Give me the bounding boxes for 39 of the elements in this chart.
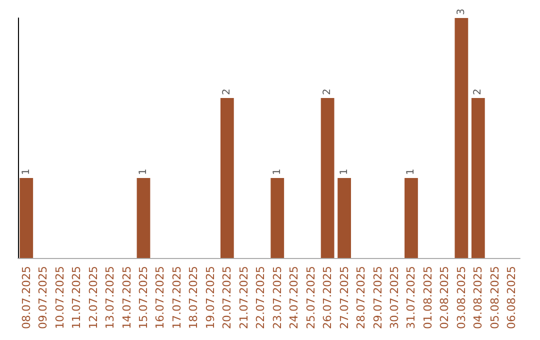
data-label: 1 <box>272 168 283 176</box>
x-tick-label: 30.07.2025 <box>388 266 401 330</box>
x-tick-label: 13.07.2025 <box>104 266 117 330</box>
data-label: 2 <box>322 88 334 96</box>
x-tick-label: 04.08.2025 <box>472 266 485 330</box>
x-tick-label: 21.07.2025 <box>237 266 250 330</box>
x-tick-label: 29.07.2025 <box>371 266 384 330</box>
data-label: 2 <box>472 88 484 96</box>
x-tick-label: 10.07.2025 <box>53 266 66 330</box>
x-tick-label: 24.07.2025 <box>288 266 301 330</box>
x-tick-label: 28.07.2025 <box>354 266 368 330</box>
data-label: 2 <box>222 88 233 96</box>
x-tick-label: 18.07.2025 <box>187 266 200 330</box>
x-tick-label: 11.07.2025 <box>70 266 84 330</box>
x-tick-label: 02.08.2025 <box>438 266 452 330</box>
data-label: 1 <box>406 168 417 176</box>
x-tick-label: 23.07.2025 <box>270 266 284 330</box>
x-tick-label: 25.07.2025 <box>304 266 318 330</box>
x-tick-label: 17.07.2025 <box>170 266 184 330</box>
data-label: 1 <box>138 168 149 176</box>
data-label: 1 <box>338 168 350 176</box>
data-label: 3 <box>456 8 467 15</box>
x-tick-label: 03.08.2025 <box>454 266 468 330</box>
x-tick-label: 20.07.2025 <box>220 266 234 330</box>
x-tick-label: 27.07.2025 <box>338 266 351 330</box>
x-tick-label: 06.08.2025 <box>505 266 518 330</box>
x-tick-label: 01.08.2025 <box>421 266 434 330</box>
x-tick-label: 15.07.2025 <box>137 266 150 330</box>
x-tick-label: 22.07.2025 <box>254 266 268 330</box>
x-tick-label: 16.07.2025 <box>154 266 167 330</box>
x-tick-label: 09.07.2025 <box>36 266 50 330</box>
x-tick-label: 14.07.2025 <box>120 266 134 330</box>
x-tick-label: 31.07.2025 <box>404 266 418 330</box>
x-tick-label: 08.07.2025 <box>20 266 33 330</box>
x-tick-label: 19.07.2025 <box>204 266 217 330</box>
data-label: 1 <box>20 168 32 176</box>
x-tick-label: 26.07.2025 <box>321 266 334 330</box>
x-tick-label: 05.08.2025 <box>488 266 502 330</box>
x-tick-label: 12.07.2025 <box>86 266 100 330</box>
